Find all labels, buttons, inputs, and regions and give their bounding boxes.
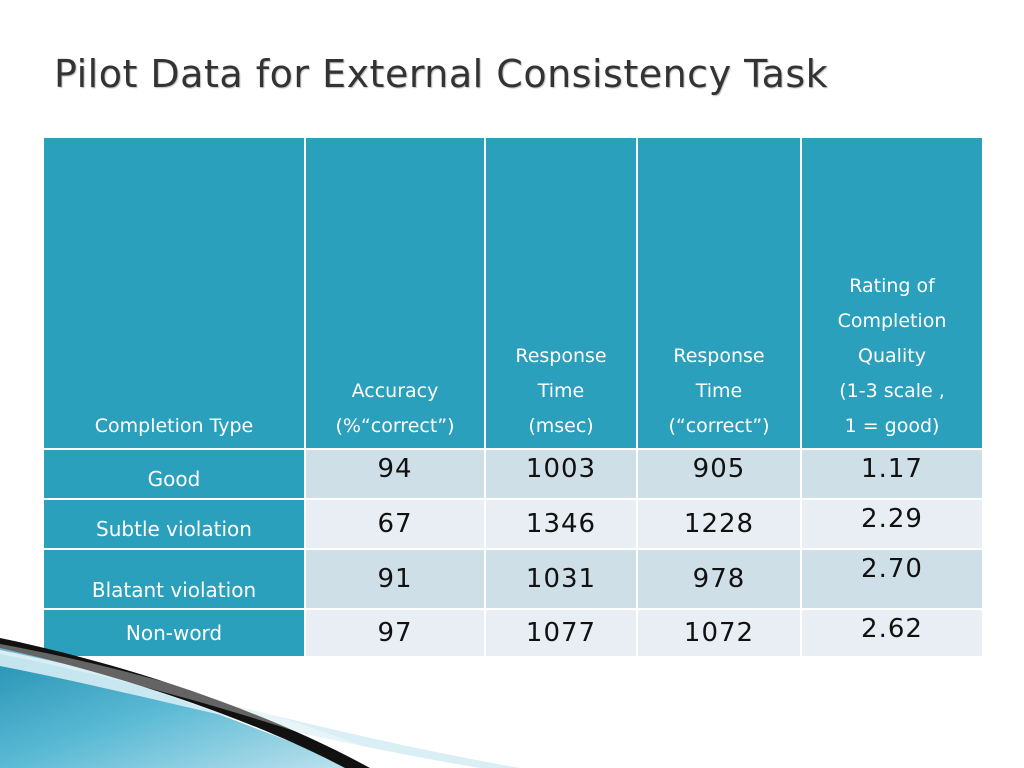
header-accuracy: Accuracy (%“correct”) xyxy=(304,136,486,450)
rt-msec-cell: 1077 xyxy=(484,608,638,658)
header-rating-quality: Rating of Completion Quality (1-3 scale … xyxy=(800,136,984,450)
rt-correct-cell: 1072 xyxy=(636,608,802,658)
accuracy-cell: 91 xyxy=(304,548,486,610)
accuracy-cell: 94 xyxy=(304,448,486,500)
header-response-time-correct: Response Time (“correct”) xyxy=(636,136,802,450)
rt-correct-cell: 978 xyxy=(636,548,802,610)
rt-msec-cell: 1003 xyxy=(484,448,638,500)
rating-cell: 2.62 xyxy=(800,608,984,658)
rating-cell: 2.29 xyxy=(800,498,984,550)
rt-msec-cell: 1031 xyxy=(484,548,638,610)
table-header-row: Completion Type Accuracy (%“correct”) Re… xyxy=(42,136,984,450)
table-row: Good 94 1003 905 1.17 xyxy=(42,448,984,500)
row-label: Non-word xyxy=(42,608,306,658)
header-completion-type: Completion Type xyxy=(42,136,306,450)
rating-cell: 2.70 xyxy=(800,548,984,610)
rating-cell: 1.17 xyxy=(800,448,984,500)
table-row: Blatant violation 91 1031 978 2.70 xyxy=(42,548,984,610)
table-row: Non-word 97 1077 1072 2.62 xyxy=(42,608,984,658)
pilot-data-table: Completion Type Accuracy (%“correct”) Re… xyxy=(42,136,984,658)
row-label: Blatant violation xyxy=(42,548,306,610)
row-label: Good xyxy=(42,448,306,500)
accuracy-cell: 97 xyxy=(304,608,486,658)
accuracy-cell: 67 xyxy=(304,498,486,550)
table-row: Subtle violation 67 1346 1228 2.29 xyxy=(42,498,984,550)
row-label: Subtle violation xyxy=(42,498,306,550)
decorative-swoosh xyxy=(0,638,520,768)
rt-correct-cell: 1228 xyxy=(636,498,802,550)
slide-title: Pilot Data for External Consistency Task xyxy=(54,52,829,96)
rt-msec-cell: 1346 xyxy=(484,498,638,550)
header-response-time-msec: Response Time (msec) xyxy=(484,136,638,450)
rt-correct-cell: 905 xyxy=(636,448,802,500)
